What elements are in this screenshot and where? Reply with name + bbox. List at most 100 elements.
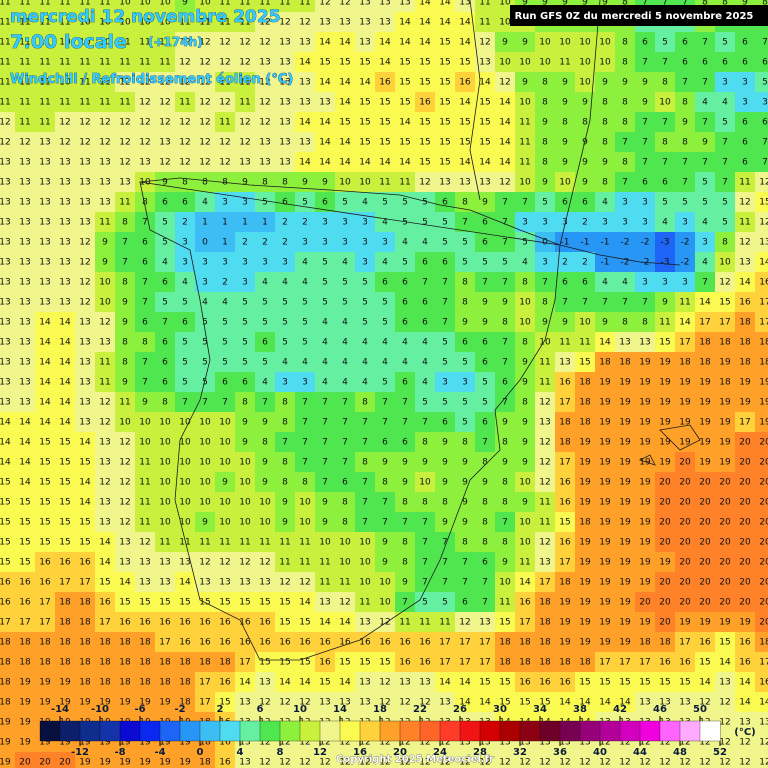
value-label: 5 [422,198,428,208]
value-label: 19 [79,758,91,768]
value-label: 16 [559,498,571,508]
value-label: 18 [579,418,591,428]
value-cell [215,632,235,652]
value-cell [275,32,295,52]
value-cell [655,572,675,592]
value-label: 16 [239,638,251,648]
value-label: 11 [259,0,270,8]
value-cell [595,352,615,372]
value-label: 12 [719,738,730,748]
value-cell [335,692,355,712]
value-label: 8 [682,138,688,148]
value-label: 12 [119,518,130,528]
value-cell [755,652,768,672]
value-cell [175,672,195,692]
colorbar-tick-label: 10 [293,704,307,715]
value-cell [455,112,475,132]
value-label: 15 [59,498,70,508]
value-cell [0,712,15,732]
value-label: 4 [422,338,428,348]
value-label: 7 [382,418,388,428]
value-cell [255,172,275,192]
value-cell [355,752,375,768]
value-label: -2 [681,238,690,248]
value-label: 12 [679,738,690,748]
value-cell [215,472,235,492]
value-cell [15,112,35,132]
value-label: 8 [422,498,428,508]
value-label: 10 [79,18,91,28]
value-label: 7 [762,38,768,48]
value-cell [0,132,15,152]
value-cell [215,552,235,572]
value-label: 9 [302,178,308,188]
value-label: 12 [539,478,550,488]
value-cell [135,172,155,192]
value-label: 13 [119,538,130,548]
value-cell [115,652,135,672]
value-label: 8 [622,158,628,168]
value-label: 16 [179,618,191,628]
value-label: 12 [719,718,730,728]
value-label: 16 [339,638,351,648]
value-label: 11 [119,58,130,68]
value-label: 7 [462,558,468,568]
value-cell [315,352,335,372]
value-label: 7 [342,418,348,428]
colorbar-tick-label: 18 [373,704,387,715]
value-cell [355,132,375,152]
value-cell [95,332,115,352]
value-cell [375,412,395,432]
value-label: 7 [402,418,408,428]
value-label: 13 [499,738,510,748]
value-label: 15 [0,478,11,488]
value-label: 20 [659,578,671,588]
value-cell [515,312,535,332]
value-label: 9 [522,418,528,428]
value-cell [635,132,655,152]
value-cell [135,232,155,252]
value-label: 18 [719,378,731,388]
value-label: 8 [622,38,628,48]
value-label: 11 [19,78,30,88]
value-cell [535,312,555,332]
value-label: 9 [422,458,428,468]
value-cell [315,52,335,72]
value-cell [435,0,455,12]
value-label: 12 [699,738,710,748]
value-label: 13 [79,398,90,408]
value-cell [135,252,155,272]
value-cell [495,52,515,72]
value-cell [275,332,295,352]
value-cell [375,332,395,352]
value-label: 15 [619,678,630,688]
value-label: 4 [702,218,708,228]
value-cell [595,192,615,212]
value-label: 20 [759,438,768,448]
value-cell [555,392,575,412]
value-label: 14 [299,598,311,608]
colorbar-band [79,720,101,742]
value-label: 15 [39,478,50,488]
value-label: 5 [202,338,208,348]
value-cell [55,612,75,632]
value-label: 19 [559,618,571,628]
value-cell [675,392,695,412]
value-label: 18 [39,658,51,668]
value-label: 11 [159,58,170,68]
value-cell [595,312,615,332]
colorbar-tick-label: 42 [613,704,627,715]
value-label: 12 [179,58,190,68]
value-cell [335,112,355,132]
value-cell [535,672,555,692]
value-label: 4 [602,278,608,288]
value-label: 6 [222,378,228,388]
value-cell [575,332,595,352]
value-label: 16 [739,658,751,668]
value-label: 19 [679,618,691,628]
value-label: 15 [239,598,250,608]
value-label: 17 [519,618,530,628]
value-cell [155,632,175,652]
value-cell [335,32,355,52]
